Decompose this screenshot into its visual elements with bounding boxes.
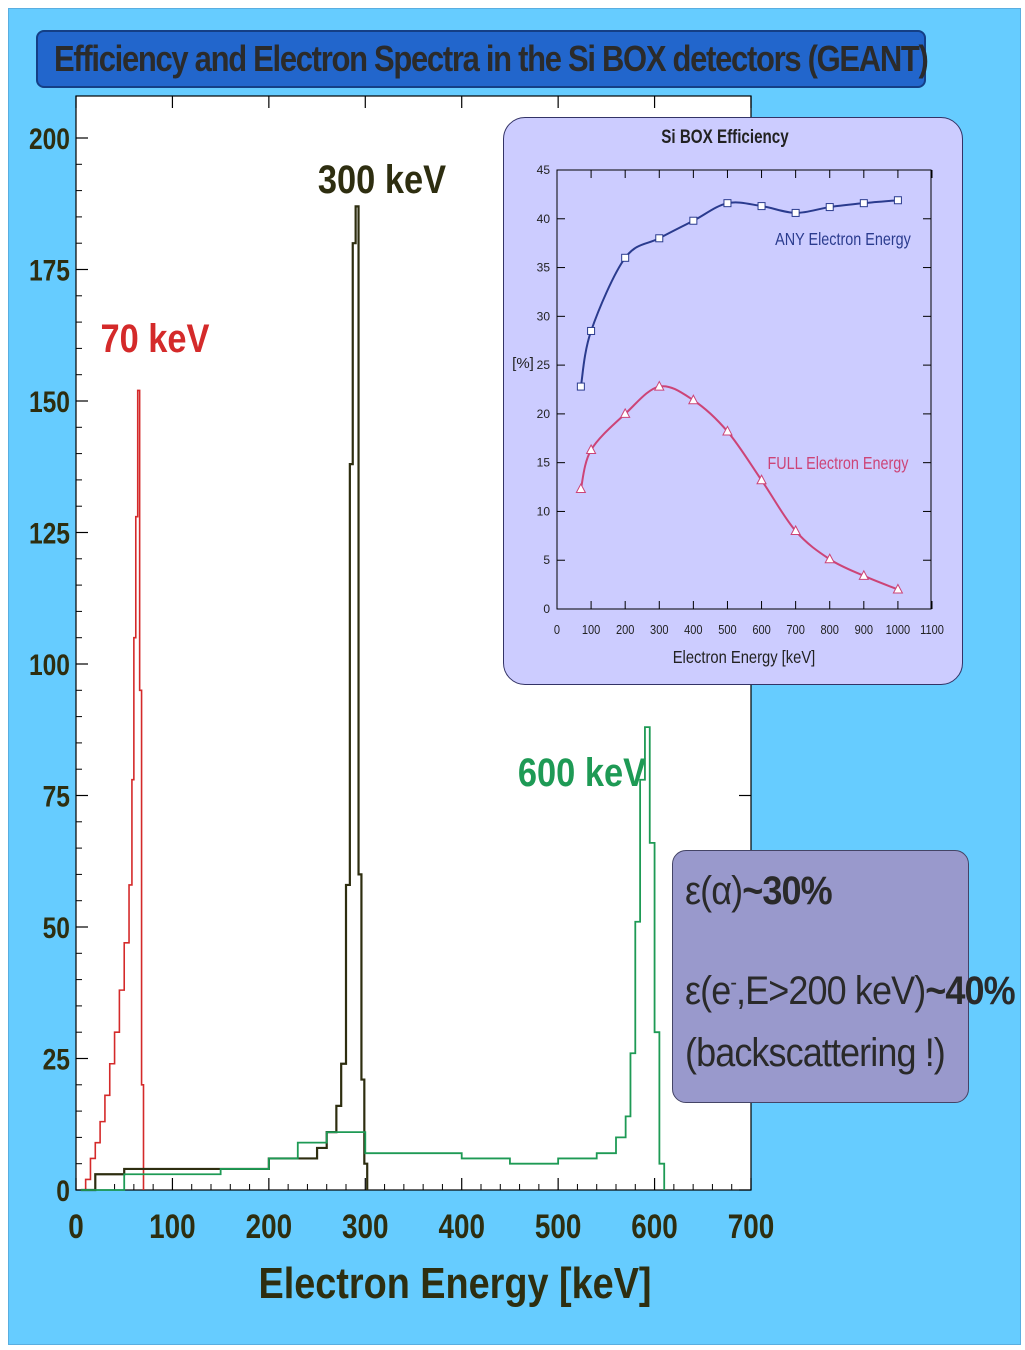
inset-marker-any xyxy=(723,199,732,208)
backscattering-note: (backscattering !) xyxy=(685,1031,946,1075)
inset-y-tick-label: 15 xyxy=(537,456,551,470)
y-tick-label: 200 xyxy=(29,122,70,156)
inset-y-tick-label: 20 xyxy=(537,407,551,421)
inset-marker-full xyxy=(858,569,870,580)
inset-marker-full xyxy=(790,524,801,535)
y-tick-label: 75 xyxy=(43,779,70,813)
inset-y-tick-label: 5 xyxy=(543,553,550,567)
inset-marker-any xyxy=(621,253,630,262)
inset-x-tick-label: 700 xyxy=(786,622,805,637)
inset-y-tick-label: 10 xyxy=(537,504,551,518)
alpha-efficiency-prefix: ε(α) xyxy=(685,869,743,913)
inset-x-tick-label: 100 xyxy=(582,622,601,637)
inset-x-tick-label: 500 xyxy=(718,622,737,637)
main-series-group xyxy=(80,205,666,1192)
x-tick-label: 300 xyxy=(342,1207,389,1245)
y-tick-label: 50 xyxy=(43,911,70,945)
inset-marker-full xyxy=(653,380,665,391)
x-tick-label: 200 xyxy=(246,1207,293,1245)
x-tick-label: 600 xyxy=(631,1207,678,1245)
inset-x-axis-label: Electron Energy [keV] xyxy=(673,648,816,668)
inset-marker-any xyxy=(757,202,766,211)
inset-marker-full xyxy=(824,553,836,564)
inset-title: Si BOX Efficiency xyxy=(661,125,789,147)
y-tick-label: 100 xyxy=(29,648,70,682)
y-tick-label: 125 xyxy=(29,516,70,550)
label-300kev: 300 keV xyxy=(318,157,446,202)
alpha-efficiency-line: ε(α)~30% xyxy=(685,869,833,914)
efficiency-summary-box: ε(α)~30% ε(e-,E>200 keV)~40% (backscatte… xyxy=(672,850,1016,1103)
electron-efficiency-condition: ,E>200 keV) xyxy=(736,969,926,1013)
x-tick-label: 500 xyxy=(535,1207,582,1245)
electron-superscript: - xyxy=(730,969,737,995)
inset-marker-full xyxy=(585,443,597,454)
series-600-kev xyxy=(80,726,666,1191)
inset-axes: 0 5 10 15 20 25 30 35 40 45 0 100 200 300 400 500 600 700… xyxy=(537,163,944,637)
inset-marker-full xyxy=(688,394,699,405)
inset-marker-any xyxy=(825,203,834,212)
legend-any-electron: ANY Electron Energy xyxy=(775,230,911,250)
electron-efficiency-value: ~40% xyxy=(925,969,1015,1013)
inset-y-axis-label: [%] xyxy=(512,355,534,372)
x-tick-label: 700 xyxy=(728,1207,775,1245)
inset-x-tick-label: 600 xyxy=(752,622,771,637)
inset-x-tick-label: 800 xyxy=(821,622,840,637)
inset-marker-full xyxy=(756,474,767,485)
inset-x-tick-label: 300 xyxy=(650,622,669,637)
label-600kev: 600 keV xyxy=(518,750,646,795)
inset-x-tick-label: 900 xyxy=(855,622,874,637)
inset-marker-any xyxy=(587,326,596,335)
x-tick-label: 0 xyxy=(68,1207,84,1245)
inset-y-tick-label: 40 xyxy=(537,212,551,226)
inset-marker-any xyxy=(859,199,868,208)
inset-marker-any xyxy=(893,196,902,205)
y-tick-label: 0 xyxy=(56,1174,70,1208)
main-x-axis-label: Electron Energy [keV] xyxy=(258,1258,651,1307)
electron-efficiency-prefix: ε(e xyxy=(685,969,731,1013)
inset-plot-area xyxy=(556,169,932,610)
page-title: Efficiency and Electron Spectra in the S… xyxy=(54,38,929,79)
inset-x-tick-label: 200 xyxy=(616,622,635,637)
series-70-kev xyxy=(80,389,145,1191)
inset-marker-full xyxy=(619,407,631,418)
inset-y-tick-label: 25 xyxy=(537,358,551,372)
inset-y-tick-label: 35 xyxy=(537,261,551,275)
inset-marker-any xyxy=(655,234,664,243)
inset-x-tick-label: 1000 xyxy=(886,622,911,637)
x-tick-label: 400 xyxy=(438,1207,485,1245)
inset-marker-full xyxy=(575,482,587,494)
inset-x-tick-label: 1100 xyxy=(920,622,944,637)
inset-marker-any xyxy=(791,208,800,217)
inset-x-tick-label: 400 xyxy=(684,622,703,637)
y-tick-label: 25 xyxy=(43,1042,70,1076)
inset-marker-any xyxy=(689,216,698,225)
inset-y-tick-label: 45 xyxy=(537,163,551,177)
inset-series-group xyxy=(575,196,904,594)
inset-y-tick-label: 0 xyxy=(543,602,550,616)
y-tick-label: 150 xyxy=(29,385,70,419)
legend-full-electron: FULL Electron Energy xyxy=(768,454,910,474)
inset-x-tick-label: 0 xyxy=(554,622,560,637)
title-bar: Efficiency and Electron Spectra in the S… xyxy=(36,30,929,88)
inset-marker-full xyxy=(892,583,904,594)
electron-efficiency-line: ε(e-,E>200 keV)~40% xyxy=(685,969,1016,1014)
series-300-kev xyxy=(80,205,369,1192)
alpha-efficiency-value: ~30% xyxy=(742,869,832,913)
inset-marker-any xyxy=(576,382,585,391)
inset-y-tick-label: 30 xyxy=(537,309,551,323)
x-tick-label: 100 xyxy=(149,1207,196,1245)
label-70kev: 70 keV xyxy=(100,316,209,361)
inset-marker-full xyxy=(722,425,733,436)
y-tick-label: 175 xyxy=(29,253,70,287)
